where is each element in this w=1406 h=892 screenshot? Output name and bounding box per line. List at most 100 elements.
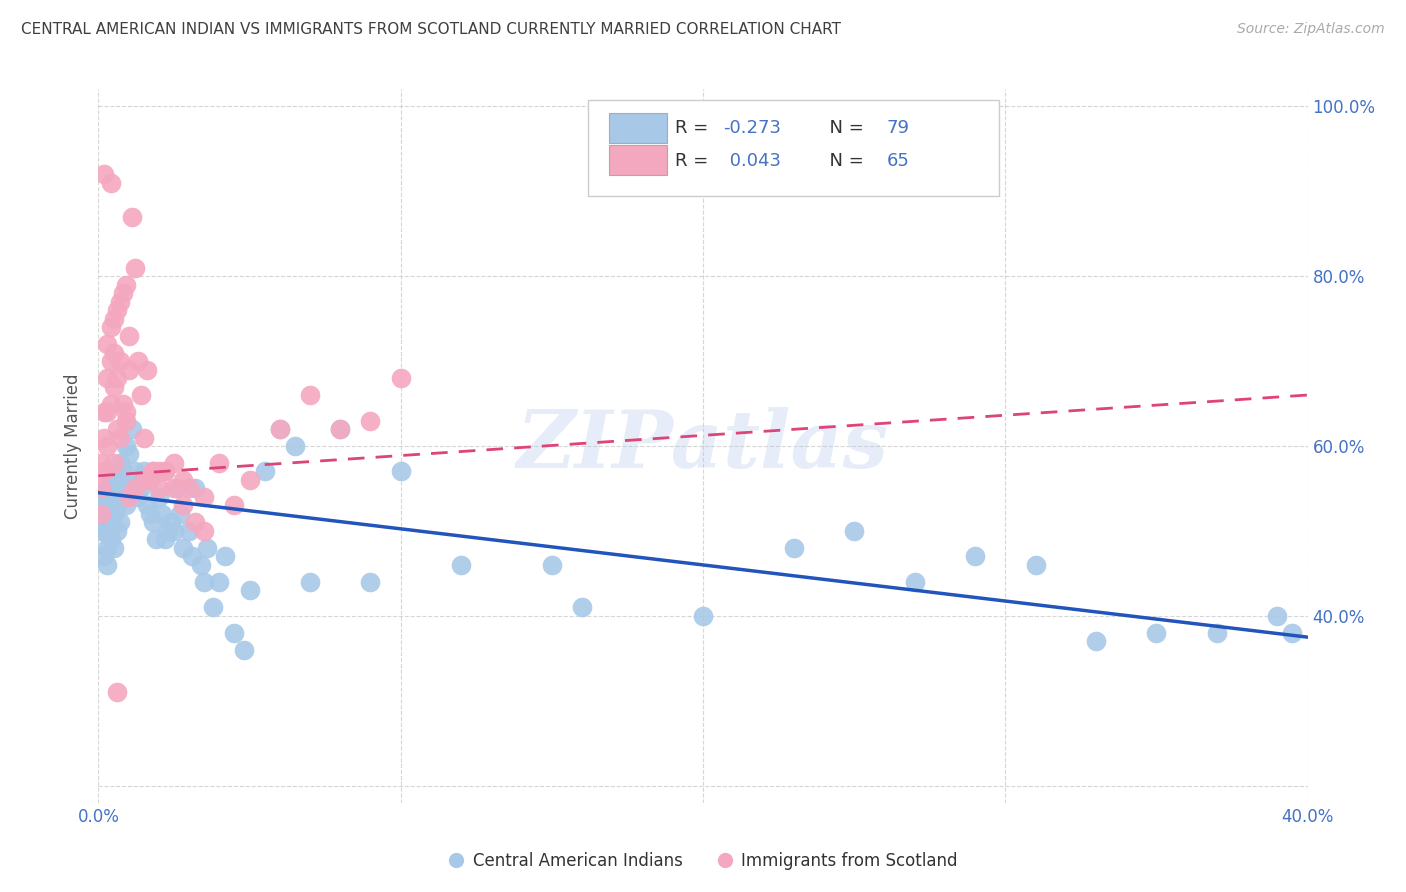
- Point: [132, 430, 155, 444]
- Point: [108, 430, 131, 444]
- Point: [139, 507, 162, 521]
- Text: R =: R =: [675, 120, 714, 137]
- Point: [269, 422, 291, 436]
- Point: [118, 362, 141, 376]
- Point: [121, 422, 143, 436]
- Text: N =: N =: [818, 152, 869, 169]
- Point: [127, 490, 149, 504]
- Point: [103, 541, 125, 555]
- Point: [783, 541, 806, 555]
- Point: [114, 439, 136, 453]
- Point: [193, 524, 215, 538]
- Point: [103, 379, 125, 393]
- Point: [166, 482, 188, 496]
- Point: [156, 524, 179, 538]
- Point: [96, 558, 118, 572]
- Point: [118, 328, 141, 343]
- Point: [450, 558, 472, 572]
- Point: [100, 473, 122, 487]
- Point: [135, 362, 157, 376]
- Point: [96, 507, 118, 521]
- Point: [1206, 626, 1229, 640]
- Text: 65: 65: [887, 152, 910, 169]
- Point: [142, 465, 165, 479]
- Text: 0.043: 0.043: [724, 152, 780, 169]
- Point: [269, 422, 291, 436]
- Point: [132, 473, 155, 487]
- Point: [153, 465, 176, 479]
- Point: [100, 354, 122, 368]
- Point: [118, 482, 141, 496]
- Point: [103, 345, 125, 359]
- Point: [360, 574, 382, 589]
- Point: [90, 456, 112, 470]
- Point: [108, 456, 131, 470]
- Point: [103, 507, 125, 521]
- Point: [299, 574, 322, 589]
- Point: [114, 499, 136, 513]
- Point: [90, 490, 112, 504]
- Point: [127, 354, 149, 368]
- Point: [253, 465, 276, 479]
- Text: Source: ZipAtlas.com: Source: ZipAtlas.com: [1237, 22, 1385, 37]
- Point: [103, 311, 125, 326]
- Point: [360, 413, 382, 427]
- Point: [214, 549, 236, 564]
- Point: [389, 371, 412, 385]
- Point: [284, 439, 307, 453]
- Y-axis label: Currently Married: Currently Married: [65, 373, 83, 519]
- Point: [239, 583, 262, 598]
- Point: [184, 516, 207, 530]
- Point: [93, 430, 115, 444]
- Point: [208, 574, 231, 589]
- Point: [172, 473, 194, 487]
- Point: [105, 303, 128, 318]
- Point: [105, 524, 128, 538]
- Point: [129, 388, 152, 402]
- Point: [169, 507, 191, 521]
- Point: [93, 524, 115, 538]
- Point: [148, 482, 170, 496]
- FancyBboxPatch shape: [588, 100, 1000, 196]
- FancyBboxPatch shape: [609, 145, 666, 175]
- Point: [124, 482, 146, 496]
- Point: [571, 600, 593, 615]
- Point: [100, 499, 122, 513]
- Point: [135, 499, 157, 513]
- Point: [150, 507, 173, 521]
- Point: [904, 574, 927, 589]
- Point: [184, 482, 207, 496]
- Point: [172, 541, 194, 555]
- Point: [103, 456, 125, 470]
- Text: CENTRAL AMERICAN INDIAN VS IMMIGRANTS FROM SCOTLAND CURRENTLY MARRIED CORRELATIO: CENTRAL AMERICAN INDIAN VS IMMIGRANTS FR…: [21, 22, 841, 37]
- Point: [224, 626, 246, 640]
- Point: [114, 277, 136, 292]
- Point: [111, 396, 134, 410]
- Point: [299, 388, 322, 402]
- Point: [329, 422, 352, 436]
- Point: [153, 465, 176, 479]
- Point: [90, 524, 112, 538]
- Point: [93, 465, 115, 479]
- Point: [142, 465, 165, 479]
- Point: [329, 422, 352, 436]
- Point: [105, 422, 128, 436]
- Point: [239, 473, 262, 487]
- Point: [114, 413, 136, 427]
- Point: [90, 507, 112, 521]
- Point: [145, 533, 167, 547]
- Point: [692, 608, 714, 623]
- Point: [224, 499, 246, 513]
- Point: [93, 549, 115, 564]
- Point: [179, 524, 201, 538]
- Point: [121, 473, 143, 487]
- Point: [96, 541, 118, 555]
- Point: [540, 558, 562, 572]
- Point: [389, 465, 412, 479]
- Point: [118, 490, 141, 504]
- Point: [172, 499, 194, 513]
- Point: [93, 405, 115, 419]
- Point: [93, 499, 115, 513]
- Point: [105, 685, 128, 699]
- Point: [160, 516, 183, 530]
